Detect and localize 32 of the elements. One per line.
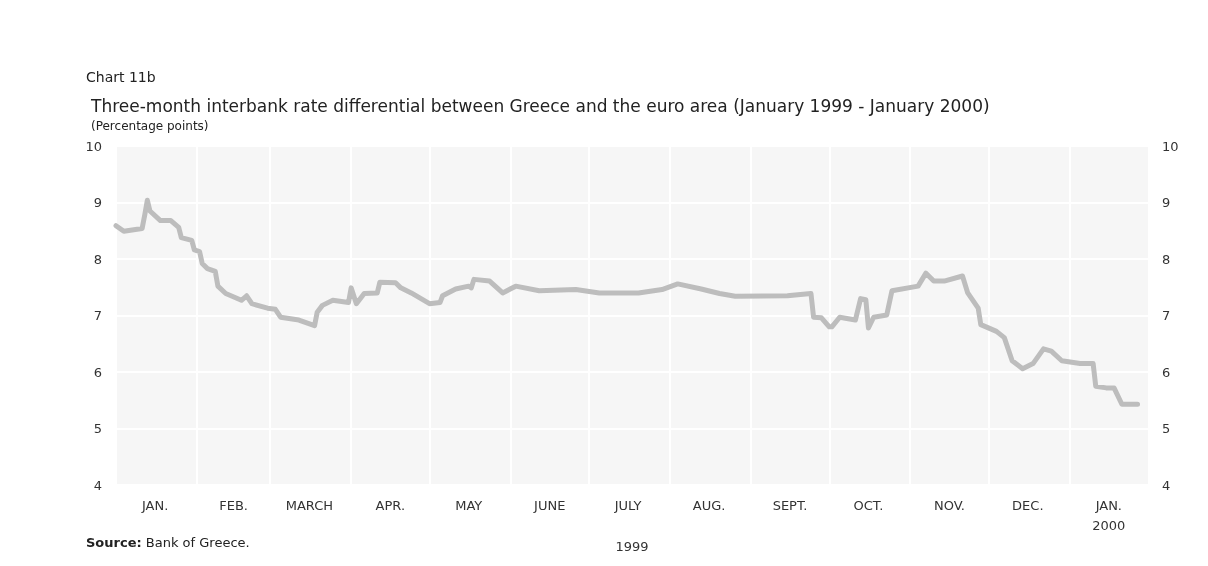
y2-tick-label: 5 <box>1162 421 1171 437</box>
x-axis-title: 1999 <box>615 539 649 554</box>
x-tick-label: MARCH <box>285 497 334 513</box>
source-note: Source: Bank of Greece. <box>86 535 250 550</box>
y-tick-label: 10 <box>85 138 102 154</box>
x-tick-label: FEB. <box>219 497 248 513</box>
y-tick-label: 9 <box>93 195 102 211</box>
x-tick-label: MAY <box>455 497 483 513</box>
y-tick-label: 5 <box>93 421 102 437</box>
chart-title: Three-month interbank rate differential between Greece and the euro area (January 1999 - January 2000) <box>90 95 990 116</box>
y-tick-label: 6 <box>93 364 102 380</box>
y2-tick-label: 4 <box>1162 477 1171 493</box>
y2-tick-label: 8 <box>1162 251 1171 267</box>
x-tick-label: AUG. <box>692 497 726 513</box>
caption: Chart 11b <box>86 69 156 85</box>
x-tick-label: OCT. <box>853 497 884 513</box>
x-tick-label: JAN. <box>141 497 169 513</box>
x-tick-label: SEPT. <box>772 497 808 513</box>
x-tick-label: DEC. <box>1012 497 1044 513</box>
x-tick-label: JULY <box>613 497 642 513</box>
x-tick-label: JAN. 2000 <box>1092 497 1126 533</box>
x-tick-label: APR. <box>375 497 406 513</box>
y2-tick-label: 6 <box>1162 364 1171 380</box>
y-tick-label: 4 <box>93 477 102 493</box>
y2-tick-label: 10 <box>1162 138 1179 154</box>
x-tick-label: NOV. <box>933 497 965 513</box>
x-tick-label: JUNE <box>533 497 566 513</box>
chart-subtitle: (Percentage points) <box>91 119 209 133</box>
y-tick-label: 7 <box>93 308 102 324</box>
y-tick-label: 8 <box>93 251 102 267</box>
y2-tick-label: 9 <box>1162 195 1171 211</box>
y2-tick-label: 7 <box>1162 308 1171 324</box>
